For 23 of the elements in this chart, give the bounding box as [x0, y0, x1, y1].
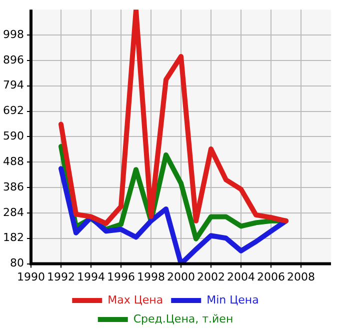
- y-tick-label: 896: [2, 53, 24, 66]
- legend-label: Сред.Цена, т.йен: [133, 312, 234, 326]
- y-tick-label: 284: [2, 206, 24, 219]
- legend-label: Max Цена: [108, 293, 164, 306]
- y-tick-label: 386: [2, 180, 24, 194]
- y-tick-label: 80: [10, 256, 24, 270]
- y-tick-label: 692: [2, 104, 24, 118]
- x-tick-label: 2000: [167, 270, 195, 284]
- x-tick-label: 2008: [287, 270, 315, 284]
- y-tick-label: 794: [2, 78, 24, 92]
- x-tick-label: 1998: [136, 270, 165, 284]
- x-tick-label: 1992: [46, 270, 75, 284]
- x-tick-label: 1996: [106, 270, 135, 284]
- x-tick-label: 2002: [197, 270, 225, 284]
- x-tick-label: 2004: [227, 270, 255, 284]
- y-tick-label: 488: [2, 154, 24, 168]
- legend-label: Min Цена: [206, 293, 259, 306]
- x-tick-label: 1990: [16, 270, 45, 284]
- y-tick-label: 998: [2, 28, 24, 41]
- y-tick-label: 590: [2, 130, 24, 143]
- y-tick-label: 182: [2, 231, 24, 244]
- x-tick-label: 1994: [76, 270, 105, 284]
- x-tick-label: 2006: [257, 270, 285, 284]
